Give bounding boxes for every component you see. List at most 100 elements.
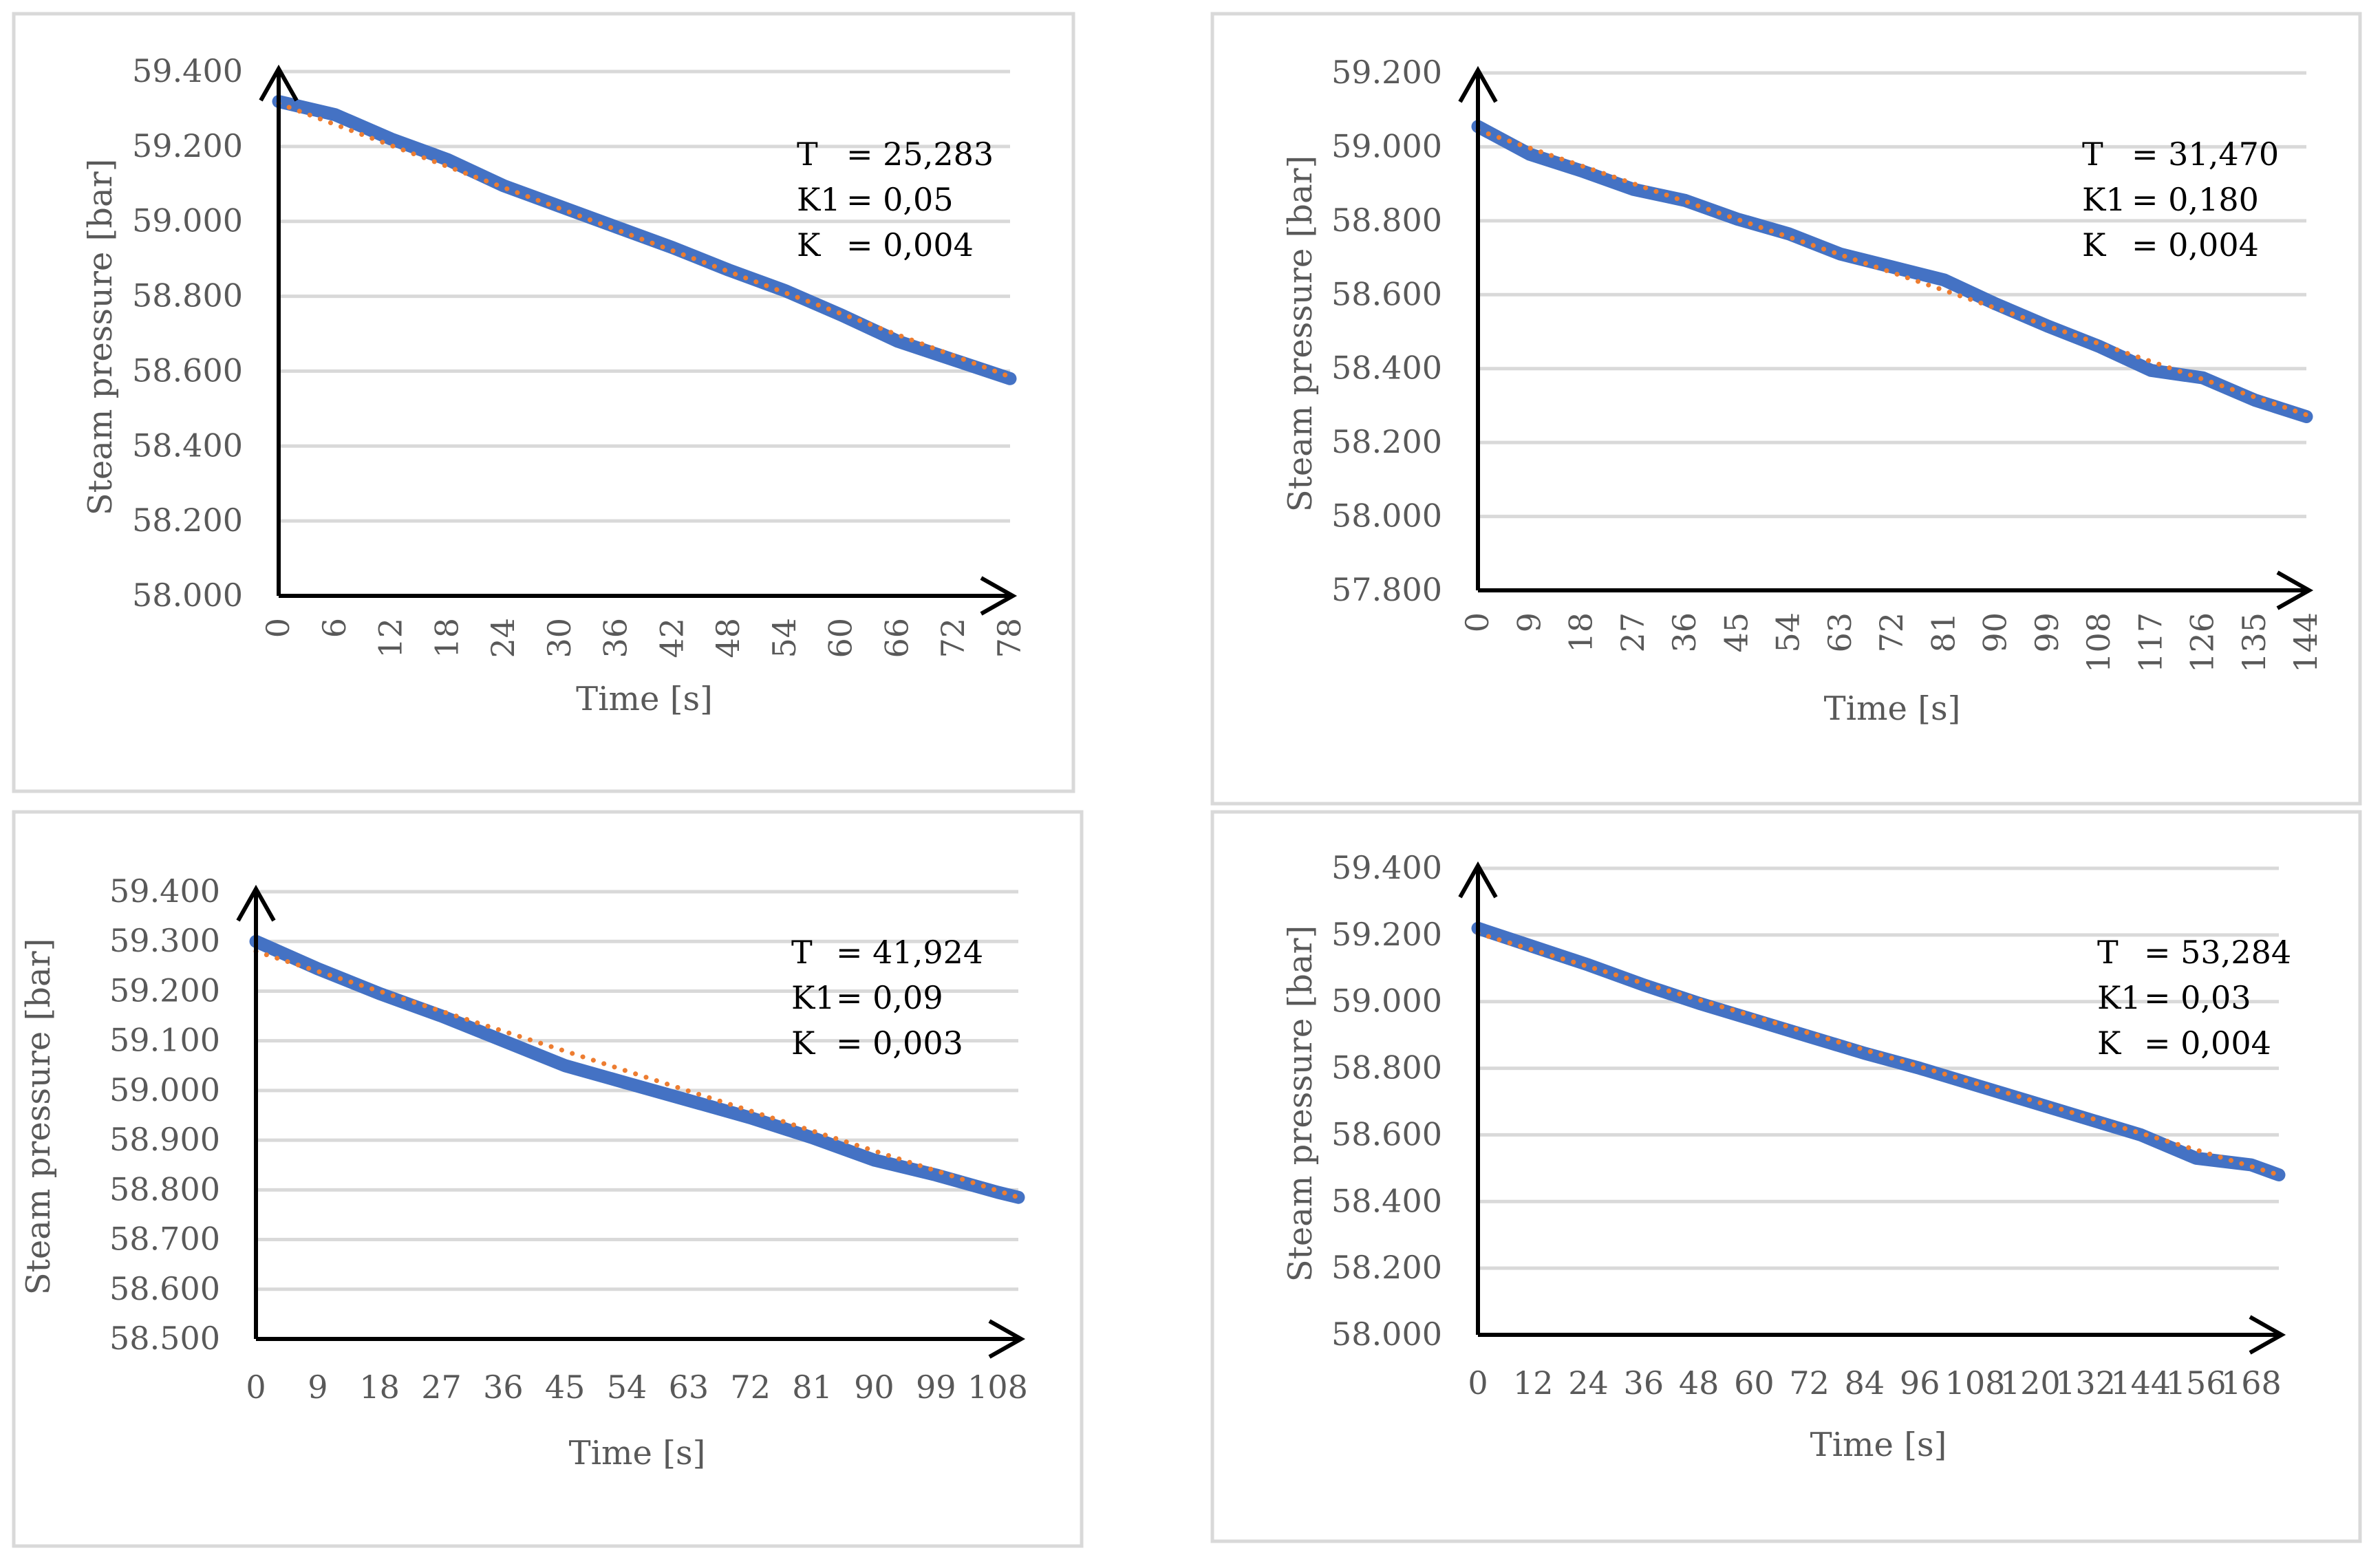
y-tick-label: 58.000 (1331, 497, 1442, 535)
x-tick-label: 108 (2080, 612, 2117, 673)
param-name-k: K (791, 1025, 816, 1062)
x-axis-title: Time [s] (576, 680, 713, 718)
param-name-t: T (791, 934, 813, 971)
x-axis-arrow (988, 1319, 1026, 1359)
chart-1: 58.000 58.200 58.400 58.600 58.800 59.000 59.2… (12, 12, 1075, 793)
series-measured-line (272, 95, 1017, 385)
x-tick-label: 12 (372, 618, 409, 658)
y-tick-label: 59.200 (109, 972, 220, 1009)
x-axis-title: Time [s] (1824, 689, 1961, 728)
y-tick-label: 59.000 (1331, 127, 1442, 164)
x-tick-label: 72 (730, 1369, 771, 1406)
series-model-line (253, 949, 1021, 1200)
y-tick-label: 58.600 (109, 1270, 220, 1307)
y-axis-title: Steam pressure [bar] (19, 939, 58, 1296)
param-value-k1: = 0,05 (846, 181, 954, 218)
x-tick-label: 18 (359, 1369, 400, 1406)
x-tick-label: 60 (822, 618, 859, 658)
param-value-t: = 31,470 (2132, 136, 2279, 173)
x-tick-label: 108 (1945, 1364, 2006, 1402)
x-axis-arrow (980, 576, 1018, 616)
series-measured-line (1471, 120, 2313, 423)
y-tick-label: 59.000 (109, 1071, 220, 1108)
param-name-k1: K1 (791, 979, 835, 1016)
x-tick-label: 45 (1717, 612, 1755, 653)
y-tick-label: 59.200 (1331, 916, 1442, 953)
x-axis-arrow (2249, 1315, 2286, 1355)
y-axis-arrow (1458, 861, 1498, 899)
y-tick-label: 59.000 (132, 202, 243, 239)
x-tick-label: 99 (916, 1369, 956, 1406)
param-name-k1: K1 (2082, 181, 2126, 218)
x-tick-label: 0 (1459, 612, 1496, 632)
x-tick-label: 72 (1789, 1364, 1830, 1402)
x-tick-label: 54 (607, 1369, 647, 1406)
x-tick-label: 45 (545, 1369, 586, 1406)
y-tick-label: 58.400 (132, 427, 243, 464)
y-tick-label: 58.200 (1331, 423, 1442, 460)
param-name-k: K (2082, 226, 2107, 264)
param-value-k: = 0,004 (2144, 1025, 2271, 1062)
x-tick-label: 54 (766, 618, 803, 658)
x-tick-label: 12 (1513, 1364, 1554, 1402)
x-tick-label: 72 (1873, 612, 1910, 653)
x-axis-title: Time [s] (569, 1434, 706, 1472)
param-name-k: K (797, 226, 822, 264)
x-tick-label: 126 (2184, 612, 2221, 673)
y-axis-arrow (259, 64, 299, 102)
y-axis-title: Steam pressure [bar] (81, 159, 120, 516)
y-tick-label: 58.600 (1331, 1115, 1442, 1152)
param-name-t: T (797, 136, 818, 173)
x-tick-label: 9 (308, 1369, 328, 1406)
x-tick-label: 36 (1624, 1364, 1664, 1402)
y-tick-label: 59.300 (109, 922, 220, 959)
param-name-t: T (2082, 136, 2103, 173)
x-tick-label: 63 (669, 1369, 709, 1406)
y-axis-title: Steam pressure [bar] (1281, 925, 1320, 1283)
y-axis-title: Steam pressure [bar] (1281, 156, 1320, 513)
x-tick-label: 96 (1900, 1364, 1940, 1402)
x-tick-label: 90 (1977, 612, 2014, 653)
y-tick-label: 59.200 (1331, 54, 1442, 91)
y-tick-label: 58.500 (109, 1320, 220, 1357)
param-value-k1: = 0,09 (836, 979, 943, 1016)
x-tick-label: 9 (1510, 612, 1547, 632)
param-value-k: = 0,004 (846, 226, 974, 264)
x-tick-label: 30 (541, 618, 578, 658)
y-tick-label: 58.800 (1331, 202, 1442, 239)
param-name-k1: K1 (2097, 979, 2141, 1016)
y-tick-label: 57.800 (1331, 571, 1442, 608)
param-value-t: = 53,284 (2144, 934, 2291, 971)
chart-2: 57.800 58.000 58.200 58.400 58.600 58.800 59.0… (1210, 12, 2362, 806)
param-value-t: = 25,283 (846, 136, 994, 173)
x-tick-label: 18 (1563, 612, 1600, 653)
x-tick-label: 90 (854, 1369, 894, 1406)
x-tick-label: 144 (2287, 612, 2324, 673)
x-tick-label: 81 (1925, 612, 1962, 653)
x-tick-label: 6 (316, 618, 353, 638)
y-axis-arrow (236, 884, 276, 922)
y-tick-label: 58.800 (132, 277, 243, 314)
y-tick-label: 58.600 (1331, 275, 1442, 312)
param-name-t: T (2097, 934, 2119, 971)
x-axis-arrow (2276, 570, 2314, 610)
x-tick-label: 27 (1614, 612, 1651, 653)
x-tick-label: 0 (1468, 1364, 1488, 1402)
x-tick-label: 0 (259, 618, 297, 638)
x-tick-label: 36 (483, 1369, 524, 1406)
y-tick-label: 58.000 (1331, 1316, 1442, 1353)
param-value-k: = 0,003 (836, 1025, 963, 1062)
param-value-k1: = 0,03 (2144, 979, 2251, 1016)
x-tick-label: 48 (709, 618, 747, 658)
x-tick-label: 36 (1666, 612, 1703, 653)
y-tick-label: 59.400 (109, 872, 220, 910)
y-tick-label: 59.400 (132, 52, 243, 89)
x-tick-label: 78 (991, 618, 1028, 658)
x-tick-label: 36 (597, 618, 634, 658)
x-axis-title: Time [s] (1810, 1426, 1947, 1464)
x-tick-label: 0 (246, 1369, 266, 1406)
x-tick-label: 156 (2166, 1364, 2227, 1402)
series-model-line (1475, 930, 2282, 1177)
y-tick-label: 58.700 (109, 1221, 220, 1258)
param-name-k1: K1 (797, 181, 841, 218)
